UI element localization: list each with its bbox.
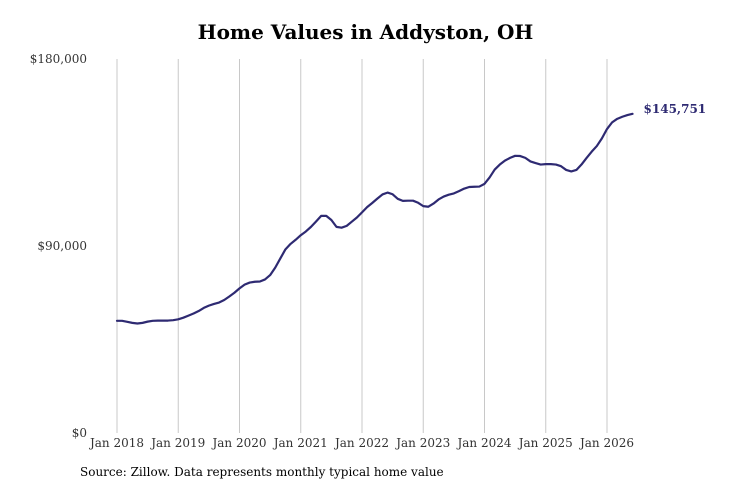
x-tick-label-7: Jan 2025 xyxy=(517,436,573,450)
chart-title: Home Values in Addyston, OH xyxy=(197,20,534,44)
series-layer xyxy=(115,112,634,325)
x-tick-label-6: Jan 2024 xyxy=(455,436,511,450)
grid-lines xyxy=(116,59,608,433)
source-note: Source: Zillow. Data represents monthly … xyxy=(80,465,444,479)
label-layer: $145,751 xyxy=(644,102,707,116)
y-tick-label-2: $180,000 xyxy=(30,52,87,66)
y-tick-label-1: $90,000 xyxy=(37,239,87,253)
x-tick-label-5: Jan 2023 xyxy=(394,436,450,450)
y-axis-ticks: $0 $90,000 $180,000 xyxy=(30,52,87,440)
y-tick-label-0: $0 xyxy=(72,426,87,440)
end-value-label: $145,751 xyxy=(644,102,707,116)
series-line-0 xyxy=(115,112,634,325)
x-axis-ticks: Jan 2018 Jan 2019 Jan 2020 Jan 2021 Jan 2022… xyxy=(88,436,634,450)
x-tick-label-4: Jan 2022 xyxy=(333,436,389,450)
x-tick-label-1: Jan 2019 xyxy=(149,436,205,450)
x-tick-label-2: Jan 2020 xyxy=(210,436,266,450)
x-tick-label-0: Jan 2018 xyxy=(88,436,144,450)
x-tick-label-3: Jan 2021 xyxy=(272,436,328,450)
x-tick-label-8: Jan 2026 xyxy=(578,436,634,450)
